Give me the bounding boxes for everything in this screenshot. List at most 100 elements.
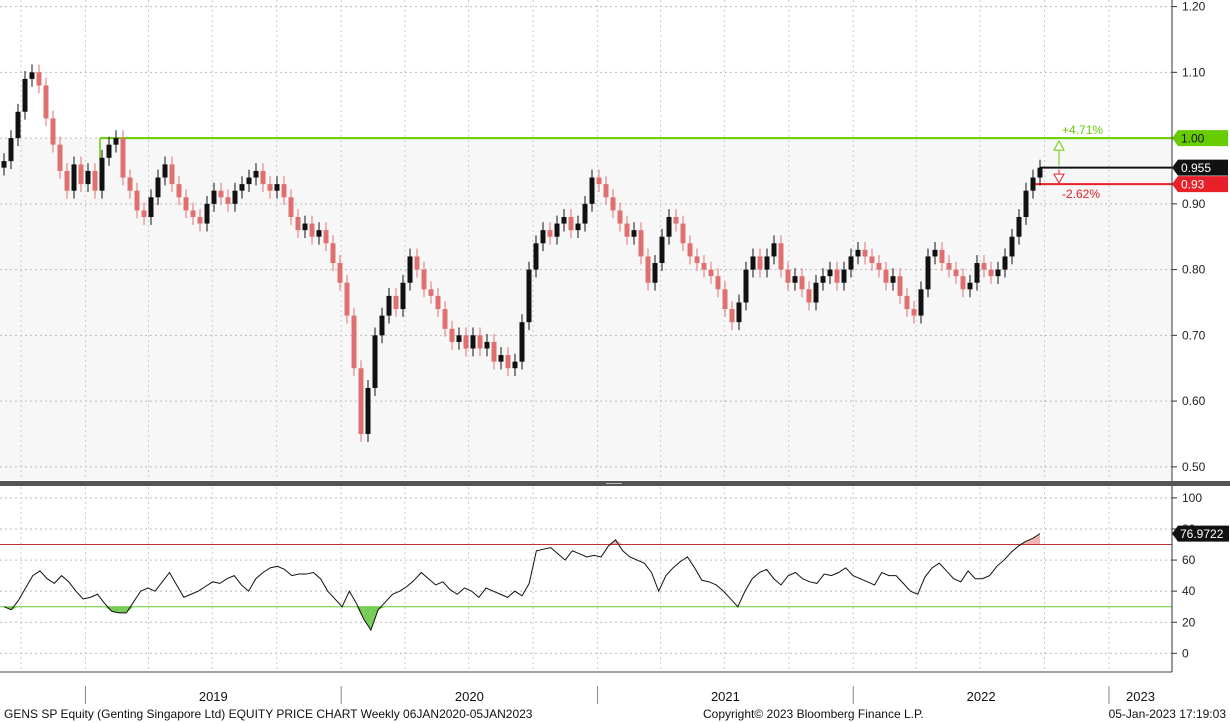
candle-body xyxy=(358,368,364,434)
candle-body xyxy=(92,170,98,191)
footer-timestamp: 05-Jan-2023 17:19:03 xyxy=(1108,707,1226,721)
candle-body xyxy=(183,197,189,211)
candle-body xyxy=(883,269,889,283)
candle-body xyxy=(22,78,28,112)
candle-body xyxy=(827,269,833,277)
price-bg-tint xyxy=(0,138,1172,480)
candle-body xyxy=(652,263,658,283)
candle-body xyxy=(295,216,301,231)
candle-body xyxy=(512,361,518,369)
upper-line-tag-bg xyxy=(1172,130,1228,147)
candle-body xyxy=(1002,256,1008,270)
price-chart: 1.201.101.000.900.800.700.600.50 1008060… xyxy=(0,0,1230,704)
candle-body xyxy=(547,230,553,237)
candle-body xyxy=(953,269,959,277)
candle-body xyxy=(848,256,854,270)
candle-body xyxy=(442,309,448,329)
candle-body xyxy=(981,263,987,270)
candle-body xyxy=(232,190,238,204)
last-price-tag-bg xyxy=(1172,159,1228,176)
oversold-fill xyxy=(363,606,371,631)
candle-body xyxy=(400,282,406,310)
candle-body xyxy=(540,230,546,244)
candle-body xyxy=(57,144,63,171)
panel-frames xyxy=(0,0,1230,672)
candle-body xyxy=(267,184,273,191)
candle-body xyxy=(1023,190,1029,217)
candle-body xyxy=(386,295,392,316)
rsi-tick-label: 100 xyxy=(1182,491,1202,505)
candle-body xyxy=(491,341,497,362)
candle-body xyxy=(694,256,700,264)
candle-body xyxy=(428,289,434,296)
candle-body xyxy=(729,309,735,323)
footer-security-description: GENS SP Equity (Genting Singapore Ltd) E… xyxy=(4,707,533,721)
candle-body xyxy=(330,243,336,264)
candle-body xyxy=(393,295,399,310)
candle-body xyxy=(988,269,994,277)
price-tick-label: 0.60 xyxy=(1182,394,1206,408)
candle-body xyxy=(274,184,280,191)
candle-body xyxy=(722,289,728,310)
upper-line-tag: 1.00 xyxy=(1181,132,1205,146)
candle-body xyxy=(1009,236,1015,257)
candle-body xyxy=(582,203,588,224)
candle-body xyxy=(610,197,616,211)
candle-body xyxy=(575,223,581,231)
lower-line-tag: 0.93 xyxy=(1181,178,1205,192)
candle-body xyxy=(638,230,644,257)
rsi-tick-label: 40 xyxy=(1182,584,1196,598)
value-tags: 1.00 0.955 0.93 xyxy=(1172,130,1228,193)
candle-body xyxy=(1037,167,1043,178)
candle-body xyxy=(659,236,665,264)
candle-body xyxy=(99,157,105,191)
rsi-line xyxy=(3,533,1041,632)
candle-body xyxy=(778,243,784,270)
candle-body xyxy=(162,164,168,178)
candle-body xyxy=(309,223,315,237)
oversold-fill xyxy=(126,606,134,613)
footer-copyright: Copyright© 2023 Bloomberg Finance L.P. xyxy=(703,707,924,721)
candle-body xyxy=(323,230,329,244)
candle-body xyxy=(15,111,21,139)
candle-body xyxy=(890,276,896,283)
rsi-tick-label: 20 xyxy=(1182,615,1196,629)
candle-body xyxy=(813,282,819,303)
candle-body xyxy=(533,243,539,270)
candle-body xyxy=(337,263,343,283)
price-tick-label: 1.10 xyxy=(1182,65,1206,79)
candle-body xyxy=(169,164,175,185)
candle-body xyxy=(799,276,805,290)
candle-body xyxy=(995,269,1001,277)
candle-body xyxy=(225,197,231,204)
candle-body xyxy=(176,184,182,198)
candle-body xyxy=(85,170,91,185)
candle-body xyxy=(470,335,476,349)
lower-pct-label: -2.62% xyxy=(1062,187,1100,201)
candle-body xyxy=(764,256,770,270)
candle-body xyxy=(204,203,210,224)
candle-body xyxy=(624,223,630,237)
candle-body xyxy=(281,184,287,198)
candle-body xyxy=(967,282,973,290)
candle-body xyxy=(820,276,826,283)
candle-body xyxy=(421,269,427,290)
candle-body xyxy=(113,138,119,145)
candle-body xyxy=(771,243,777,257)
candle-body xyxy=(596,177,602,185)
candle-body xyxy=(869,256,875,264)
candle-body xyxy=(484,341,490,349)
candle-body xyxy=(519,322,525,362)
price-tick-label: 0.50 xyxy=(1182,460,1206,474)
candle-body xyxy=(253,170,259,178)
candle-body xyxy=(141,210,147,217)
candle-body xyxy=(190,210,196,217)
candle-body xyxy=(715,276,721,290)
year-label: 2020 xyxy=(455,689,484,704)
price-tick-label: 1.20 xyxy=(1182,0,1206,14)
candle-body xyxy=(477,335,483,349)
candle-body xyxy=(974,263,980,283)
overbought-fill xyxy=(1032,533,1040,545)
candlesticks xyxy=(1,64,1043,442)
candle-body xyxy=(218,190,224,198)
